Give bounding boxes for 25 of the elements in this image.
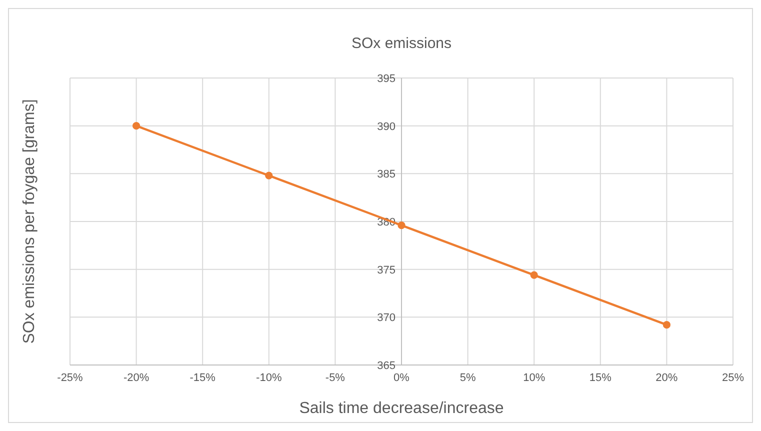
x-tick-label: -15% [190,372,216,384]
point [662,321,670,329]
y-tick-label: 390 [377,120,396,133]
x-tick-label: -25% [57,372,84,384]
x-tick-label: 25% [722,372,744,384]
x-tick-label: -10% [256,372,282,384]
y-tick-label: 395 [377,73,396,85]
y-tick-label: 375 [377,264,396,276]
point [132,122,140,130]
y-axis-title: SOx emissions per foygae [grams] [21,99,38,344]
x-tick-label: 15% [589,372,612,384]
chart-title: SOx emissions [351,35,452,52]
x-axis-title: Sails time decrease/increase [299,400,504,417]
x-tick-label: 0% [394,372,410,384]
x-tick-label: -5% [325,372,346,384]
x-tick-label: 20% [656,372,678,384]
point [530,271,538,279]
y-tick-label: 385 [377,168,396,181]
x-tick-label: 5% [460,372,476,384]
x-tick-label: 10% [523,372,546,384]
point [265,172,273,180]
point [398,222,406,230]
y-tick-label: 365 [377,360,396,372]
x-tick-label: -20% [123,372,150,384]
y-tick-label: 370 [377,312,396,324]
